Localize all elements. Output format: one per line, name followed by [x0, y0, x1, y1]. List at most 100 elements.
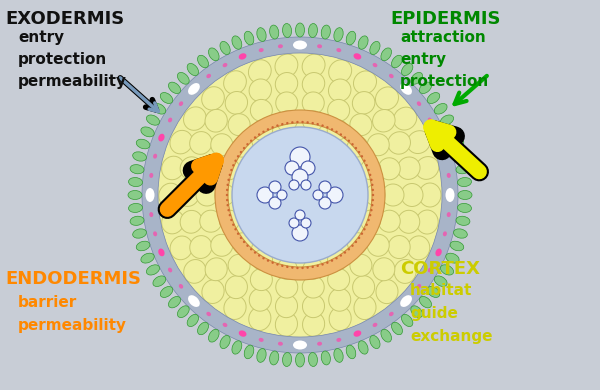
Ellipse shape — [443, 154, 447, 159]
Text: entry: entry — [18, 30, 64, 45]
Text: habitat: habitat — [410, 283, 472, 298]
Text: permeability: permeability — [18, 74, 127, 89]
Circle shape — [226, 199, 229, 201]
Ellipse shape — [211, 234, 233, 256]
Ellipse shape — [161, 156, 184, 180]
Ellipse shape — [158, 134, 164, 142]
Ellipse shape — [400, 295, 412, 307]
Ellipse shape — [249, 288, 271, 311]
Ellipse shape — [365, 184, 385, 206]
Ellipse shape — [205, 258, 227, 281]
Circle shape — [340, 133, 342, 136]
Circle shape — [313, 190, 323, 200]
Circle shape — [235, 160, 237, 162]
Ellipse shape — [293, 41, 307, 50]
Ellipse shape — [354, 296, 376, 319]
Text: entry: entry — [400, 52, 446, 67]
Circle shape — [243, 147, 245, 149]
Ellipse shape — [228, 254, 250, 276]
Ellipse shape — [321, 25, 331, 39]
Circle shape — [370, 179, 373, 181]
Circle shape — [365, 164, 368, 167]
Circle shape — [363, 228, 365, 230]
Ellipse shape — [136, 241, 150, 251]
Ellipse shape — [180, 210, 202, 233]
Ellipse shape — [184, 107, 206, 130]
Circle shape — [371, 204, 373, 206]
Ellipse shape — [257, 28, 266, 41]
Ellipse shape — [302, 73, 325, 95]
Ellipse shape — [178, 306, 189, 317]
Ellipse shape — [427, 287, 440, 298]
Ellipse shape — [223, 63, 227, 67]
Ellipse shape — [358, 341, 368, 354]
Ellipse shape — [232, 36, 242, 49]
Ellipse shape — [401, 314, 413, 326]
Text: attraction: attraction — [400, 30, 486, 45]
Ellipse shape — [353, 53, 361, 60]
Ellipse shape — [321, 351, 331, 365]
Ellipse shape — [168, 268, 172, 272]
Ellipse shape — [370, 335, 380, 349]
Ellipse shape — [250, 269, 272, 291]
Text: ENDODERMIS: ENDODERMIS — [5, 270, 141, 288]
Ellipse shape — [360, 159, 381, 179]
Ellipse shape — [206, 312, 211, 316]
Circle shape — [327, 187, 343, 203]
Circle shape — [326, 126, 329, 129]
Ellipse shape — [401, 184, 423, 206]
Circle shape — [243, 241, 245, 243]
Ellipse shape — [302, 312, 325, 336]
Ellipse shape — [232, 127, 368, 263]
Ellipse shape — [446, 253, 459, 263]
Circle shape — [340, 254, 342, 257]
Ellipse shape — [153, 103, 166, 114]
Ellipse shape — [381, 329, 392, 342]
Text: permeability: permeability — [18, 318, 127, 333]
Ellipse shape — [419, 296, 431, 308]
Circle shape — [331, 128, 333, 131]
Ellipse shape — [205, 109, 227, 132]
Circle shape — [292, 225, 308, 241]
Ellipse shape — [228, 114, 250, 136]
Ellipse shape — [220, 210, 239, 231]
Ellipse shape — [436, 248, 442, 256]
Ellipse shape — [303, 259, 323, 279]
Ellipse shape — [350, 254, 372, 276]
Ellipse shape — [226, 276, 247, 299]
Ellipse shape — [259, 48, 263, 52]
Circle shape — [289, 218, 299, 228]
Ellipse shape — [146, 115, 160, 125]
Text: EXODERMIS: EXODERMIS — [5, 10, 124, 28]
Circle shape — [319, 197, 331, 209]
Ellipse shape — [382, 184, 404, 206]
Ellipse shape — [180, 157, 202, 179]
Ellipse shape — [278, 44, 283, 48]
Ellipse shape — [419, 82, 431, 94]
Ellipse shape — [133, 152, 146, 161]
Circle shape — [246, 143, 248, 145]
Ellipse shape — [276, 92, 298, 114]
Circle shape — [250, 248, 253, 250]
Circle shape — [369, 214, 371, 216]
Circle shape — [331, 259, 333, 262]
Ellipse shape — [328, 250, 347, 270]
Ellipse shape — [259, 338, 263, 342]
Ellipse shape — [401, 64, 413, 76]
Circle shape — [367, 219, 370, 221]
Ellipse shape — [169, 296, 181, 308]
Circle shape — [367, 169, 370, 171]
Circle shape — [240, 237, 242, 239]
Circle shape — [262, 131, 265, 133]
Circle shape — [267, 128, 269, 131]
Circle shape — [347, 140, 350, 142]
Ellipse shape — [450, 139, 464, 149]
Ellipse shape — [200, 210, 222, 232]
Ellipse shape — [388, 132, 410, 154]
Ellipse shape — [346, 345, 356, 359]
Text: EPIDERMIS: EPIDERMIS — [390, 10, 500, 28]
Ellipse shape — [447, 212, 451, 217]
Ellipse shape — [170, 130, 193, 154]
Ellipse shape — [327, 120, 348, 140]
Circle shape — [229, 174, 231, 176]
